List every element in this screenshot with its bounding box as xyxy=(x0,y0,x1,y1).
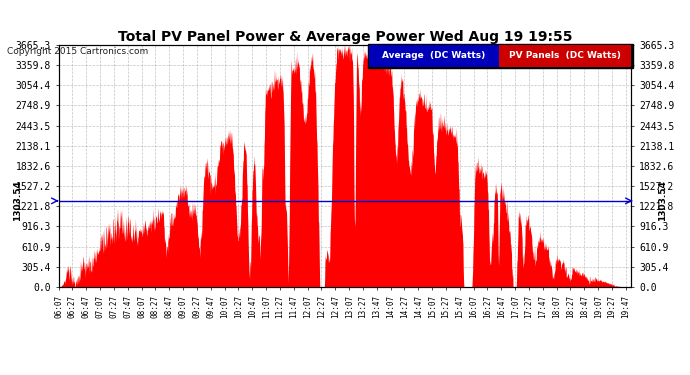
Title: Total PV Panel Power & Average Power Wed Aug 19 19:55: Total PV Panel Power & Average Power Wed… xyxy=(118,30,572,44)
Text: PV Panels  (DC Watts): PV Panels (DC Watts) xyxy=(509,51,621,60)
Text: Average  (DC Watts): Average (DC Watts) xyxy=(382,51,486,60)
Text: 1303.54: 1303.54 xyxy=(13,180,22,221)
Text: Copyright 2015 Cartronics.com: Copyright 2015 Cartronics.com xyxy=(7,47,148,56)
Text: 1303.54: 1303.54 xyxy=(658,180,667,221)
